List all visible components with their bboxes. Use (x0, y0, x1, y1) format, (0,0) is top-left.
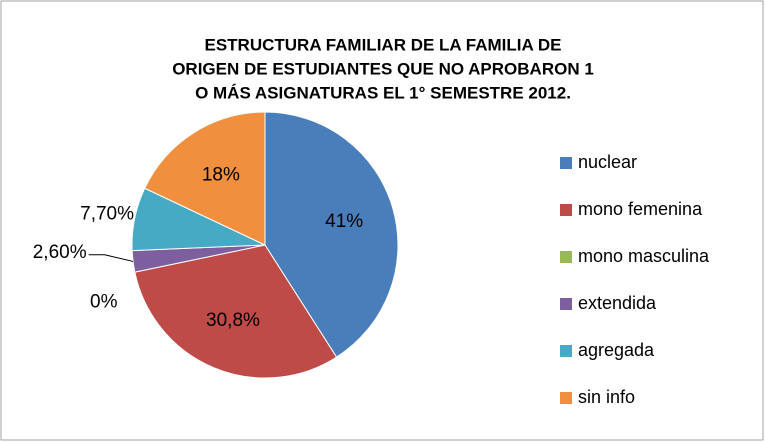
pie-slice (144, 111, 266, 246)
data-label: 2,60% (33, 242, 87, 263)
legend-label: nuclear (578, 152, 637, 172)
legend-label: mono masculina (578, 246, 710, 266)
legend-swatch (560, 251, 572, 263)
legend-swatch (560, 204, 572, 216)
chart-title: O MÁS ASIGNATURAS EL 1° SEMESTRE 2012. (195, 83, 571, 102)
pie-slice (264, 111, 399, 358)
chart-title: ESTRUCTURA FAMILIAR DE LA FAMILIA DE (205, 35, 562, 54)
legend-swatch (560, 392, 572, 404)
data-label: 30,8% (206, 310, 260, 331)
data-label: 7,70% (80, 204, 134, 225)
data-label: 18% (202, 164, 240, 185)
leader-line (88, 254, 134, 262)
legend-label: agregada (578, 340, 655, 360)
legend-label: extendida (578, 293, 657, 313)
legend-label: mono femenina (578, 199, 703, 219)
chart-title: ORIGEN DE ESTUDIANTES QUE NO APROBARON 1 (172, 59, 594, 78)
data-label: 0% (90, 292, 118, 313)
data-label: 41% (325, 211, 363, 232)
legend-swatch (560, 157, 572, 169)
legend-swatch (560, 345, 572, 357)
legend-swatch (560, 298, 572, 310)
legend-label: sin info (578, 387, 635, 407)
pie-slice (134, 244, 338, 379)
